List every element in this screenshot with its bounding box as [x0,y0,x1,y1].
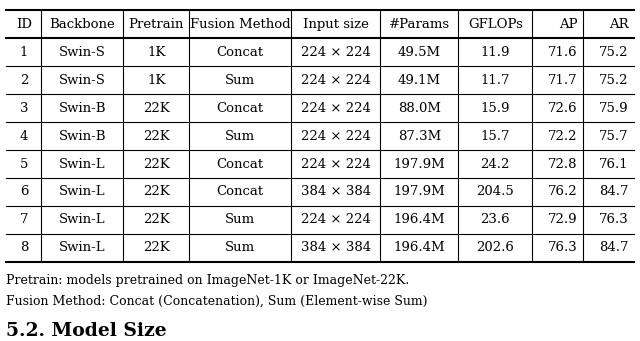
Text: 5: 5 [20,158,28,170]
Text: 224 × 224: 224 × 224 [301,158,371,170]
Text: Swin-S: Swin-S [59,46,106,59]
Text: 2: 2 [20,74,28,87]
Text: Swin-S: Swin-S [59,74,106,87]
Text: 224 × 224: 224 × 224 [301,213,371,226]
Text: 84.7: 84.7 [599,186,628,198]
Text: 88.0M: 88.0M [398,102,441,115]
Text: 22K: 22K [143,102,170,115]
Text: 11.7: 11.7 [481,74,510,87]
Text: Backbone: Backbone [49,18,115,31]
Text: 1K: 1K [147,74,166,87]
Text: 384 × 384: 384 × 384 [301,186,371,198]
Text: 76.3: 76.3 [599,213,628,226]
Text: 75.7: 75.7 [599,130,628,143]
Text: 384 × 384: 384 × 384 [301,241,371,254]
Text: 196.4M: 196.4M [394,213,445,226]
Text: 75.2: 75.2 [599,74,628,87]
Text: Sum: Sum [225,130,255,143]
Text: Pretrain: models pretrained on ImageNet-1K or ImageNet-22K.: Pretrain: models pretrained on ImageNet-… [6,274,410,287]
Text: 197.9M: 197.9M [394,158,445,170]
Text: 11.9: 11.9 [481,46,510,59]
Text: 1: 1 [20,46,28,59]
Text: 71.6: 71.6 [548,46,578,59]
Text: Concat: Concat [216,46,264,59]
Text: Concat: Concat [216,102,264,115]
Text: Input size: Input size [303,18,369,31]
Text: Swin-B: Swin-B [59,102,106,115]
Text: #Params: #Params [388,18,450,31]
Text: 84.7: 84.7 [599,241,628,254]
Text: 197.9M: 197.9M [394,186,445,198]
Text: Pretrain: Pretrain [129,18,184,31]
Text: Concat: Concat [216,186,264,198]
Text: 22K: 22K [143,213,170,226]
Text: Swin-L: Swin-L [59,213,106,226]
Text: 202.6: 202.6 [476,241,515,254]
Text: 224 × 224: 224 × 224 [301,74,371,87]
Text: Swin-L: Swin-L [59,186,106,198]
Text: 71.7: 71.7 [548,74,578,87]
Text: 15.9: 15.9 [481,102,510,115]
Text: Swin-L: Swin-L [59,241,106,254]
Text: 224 × 224: 224 × 224 [301,102,371,115]
Text: 22K: 22K [143,186,170,198]
Text: Concat: Concat [216,158,264,170]
Text: 3: 3 [20,102,28,115]
Text: Swin-B: Swin-B [59,130,106,143]
Text: 22K: 22K [143,130,170,143]
Text: 15.7: 15.7 [481,130,510,143]
Text: Fusion Method: Concat (Concatenation), Sum (Element-wise Sum): Fusion Method: Concat (Concatenation), S… [6,295,428,308]
Text: 49.5M: 49.5M [398,46,441,59]
Text: Sum: Sum [225,74,255,87]
Text: GFLOPs: GFLOPs [468,18,523,31]
Text: AP: AP [559,18,578,31]
Text: 72.2: 72.2 [548,130,578,143]
Text: 23.6: 23.6 [481,213,510,226]
Text: 76.2: 76.2 [548,186,578,198]
Text: AR: AR [609,18,628,31]
Text: 5.2. Model Size: 5.2. Model Size [6,322,167,340]
Text: 8: 8 [20,241,28,254]
Text: 204.5: 204.5 [476,186,514,198]
Text: 1K: 1K [147,46,166,59]
Text: Sum: Sum [225,241,255,254]
Text: 22K: 22K [143,158,170,170]
Text: 72.8: 72.8 [548,158,578,170]
Text: 7: 7 [20,213,28,226]
Text: 75.9: 75.9 [599,102,628,115]
Text: 224 × 224: 224 × 224 [301,130,371,143]
Text: 22K: 22K [143,241,170,254]
Text: 6: 6 [20,186,28,198]
Text: Fusion Method: Fusion Method [190,18,291,31]
Text: Sum: Sum [225,213,255,226]
Text: 72.6: 72.6 [548,102,578,115]
Text: ID: ID [16,18,32,31]
Text: 4: 4 [20,130,28,143]
Text: 24.2: 24.2 [481,158,510,170]
Text: 76.3: 76.3 [548,241,578,254]
Text: 76.1: 76.1 [599,158,628,170]
Text: 72.9: 72.9 [548,213,578,226]
Text: 196.4M: 196.4M [394,241,445,254]
Text: 75.2: 75.2 [599,46,628,59]
Text: 87.3M: 87.3M [397,130,441,143]
Text: Swin-L: Swin-L [59,158,106,170]
Text: 49.1M: 49.1M [398,74,441,87]
Text: 224 × 224: 224 × 224 [301,46,371,59]
